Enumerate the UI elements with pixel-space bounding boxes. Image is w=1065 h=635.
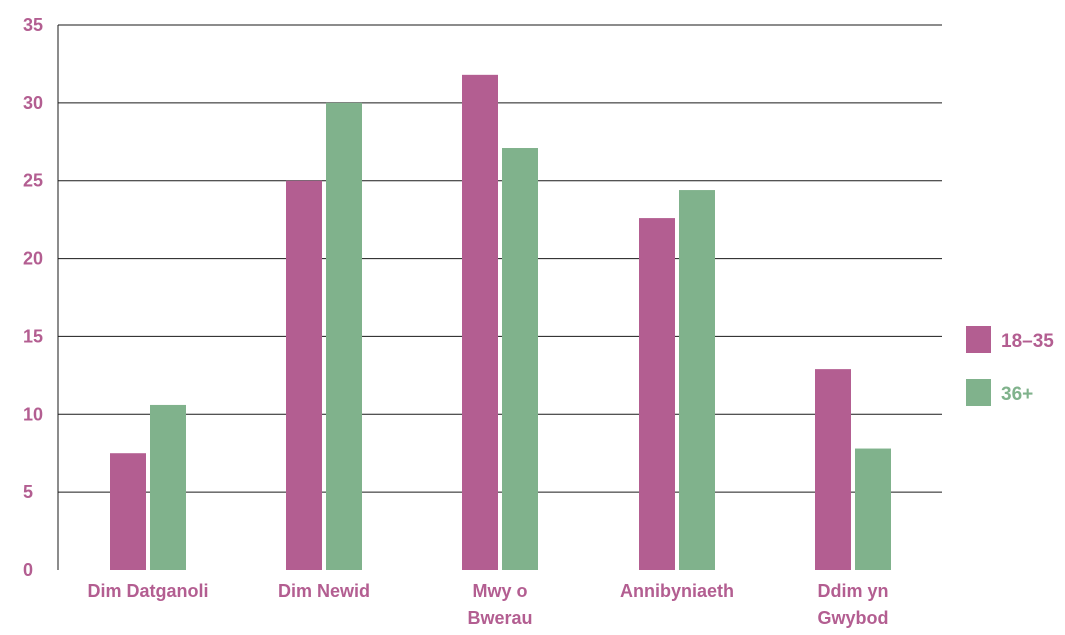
bar-series2 — [150, 404, 186, 570]
y-tick-label: 0 — [23, 560, 33, 580]
x-tick-label: Mwy o — [472, 581, 527, 601]
bar-series2 — [502, 148, 538, 570]
y-tick-label: 35 — [23, 15, 43, 35]
bar-series1 — [815, 369, 851, 570]
bar-series2 — [679, 190, 715, 571]
x-tick-label: Bwerau — [467, 608, 532, 628]
y-tick-label: 5 — [23, 482, 33, 502]
y-tick-label: 15 — [23, 326, 43, 346]
legend-label-2: 36+ — [1001, 384, 1033, 405]
x-tick-label: Ddim yn — [817, 581, 888, 601]
x-tick-label: Dim Newid — [278, 581, 370, 601]
legend-swatch-2 — [966, 379, 991, 406]
y-tick-label: 25 — [23, 171, 43, 191]
y-tick-label: 30 — [23, 93, 43, 113]
legend-swatch-1 — [966, 326, 991, 353]
y-tick-label: 20 — [23, 249, 43, 269]
y-tick-label: 10 — [23, 404, 43, 424]
x-tick-label: Annibyniaeth — [620, 581, 734, 601]
bar-series1 — [286, 180, 322, 570]
bar-series1 — [462, 74, 498, 570]
legend-label-1: 18–35 — [1001, 331, 1054, 352]
x-tick-label: Dim Datganoli — [87, 581, 208, 601]
x-tick-label: Gwybod — [818, 608, 889, 628]
bar-series1 — [110, 453, 146, 570]
bar-series2 — [855, 448, 891, 570]
bar-series1 — [639, 218, 675, 571]
bar-series2 — [326, 102, 362, 570]
